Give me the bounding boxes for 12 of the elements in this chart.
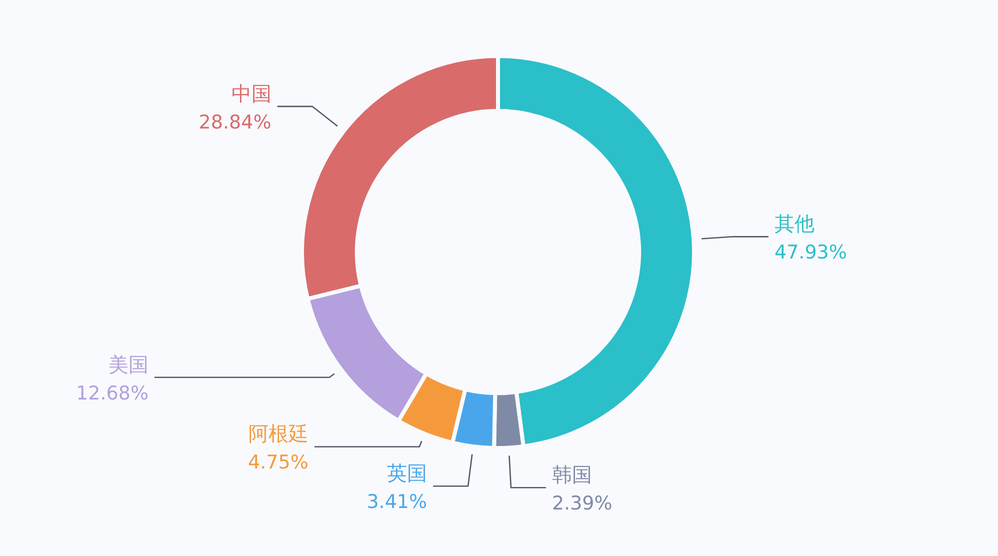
slice-label: 其他	[774, 212, 814, 236]
slice-label: 韩国	[552, 462, 592, 487]
slice-label: 阿根廷	[248, 422, 308, 446]
data-label: 3.41%	[366, 491, 428, 514]
data-label: 2.39%	[552, 492, 612, 515]
slice-label: 中国	[231, 81, 272, 106]
slice-label: 英国	[387, 461, 428, 486]
data-label: 12.68%	[76, 382, 149, 404]
data-label: 47.93%	[774, 242, 847, 264]
data-label: 28.84%	[198, 111, 272, 134]
data-label: 4.75%	[248, 452, 308, 474]
slice-label: 美国	[108, 352, 149, 376]
